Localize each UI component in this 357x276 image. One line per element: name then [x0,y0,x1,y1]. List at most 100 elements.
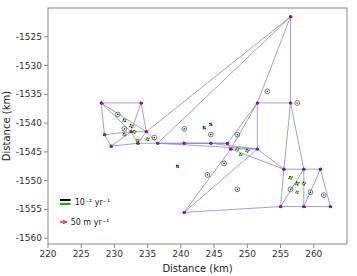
circled-node-dot [266,91,268,93]
strain-green [122,119,126,121]
y-tick [44,151,48,152]
x-tick-label: 245 [206,249,223,259]
y-tick-label: -1560 [16,233,42,243]
edge [101,102,141,103]
y-tick [44,65,48,66]
legend-label: 50 m yr⁻¹ [71,218,110,227]
legend-strain-black [60,199,71,201]
strain-black [137,139,139,142]
y-tick-label: -1535 [16,89,42,99]
strain-center [240,154,242,156]
edge [291,103,304,169]
circled-node [208,132,213,137]
strain-green [123,134,127,136]
velocity-arrow [101,102,103,104]
edge [304,206,331,207]
strain-crosses [122,119,306,194]
node [319,168,322,171]
edge [146,17,290,132]
strain-green [302,183,306,184]
edge [284,103,291,169]
x-tick-label: 260 [305,249,322,259]
edge [138,143,158,144]
circled-node-dot [124,128,126,130]
circled-node [265,89,270,94]
node [156,142,159,145]
strain-cross [245,149,250,153]
strain-black [130,124,131,128]
node [279,205,282,208]
edge [281,169,284,206]
edge [304,169,321,170]
velocity-arrow [184,143,186,145]
edge [257,149,284,169]
y-tick [44,123,48,124]
x-tick-label: 235 [139,249,156,259]
circled-node [115,112,120,117]
edge [227,103,257,143]
circled-node-ring [222,161,227,166]
y-tick [44,36,48,37]
velocity-arrow [291,16,293,17]
x-tick [313,244,314,248]
strain-green [245,150,250,151]
strain-center [147,138,149,140]
x-tick [81,244,82,248]
circled-node-dot [154,137,156,139]
strain-black [124,133,126,136]
strain-green [209,123,212,126]
legend-velocity-arrow [60,221,67,222]
velocity-arrow [257,102,259,104]
velocity-arrow [281,206,283,208]
strain-black [296,191,298,194]
circled-node-ring [308,190,313,195]
edge [146,132,157,144]
node [226,142,229,145]
x-tick-label: 255 [272,249,289,259]
velocity-arrow [304,206,306,208]
velocity-arrow [111,146,113,147]
y-tick [44,180,48,181]
node [329,205,332,208]
y-tick [44,209,48,210]
strain-cross [288,176,293,179]
strain-black [303,182,305,186]
edge [211,143,258,149]
circled-node-dot [237,134,239,136]
strain-cross [203,126,206,129]
strain-green [235,148,239,150]
strain-cross [209,123,212,126]
strain-black [237,148,238,151]
circled-node-dot [210,134,212,136]
y-tick [44,94,48,95]
velocity-arrow [304,169,306,171]
circled-node-ring [122,126,127,131]
plot-area [100,15,332,214]
x-tick-label: 220 [39,249,56,259]
strain-cross [136,139,139,142]
strain-black [209,123,212,125]
node [282,168,285,171]
circled-node-dot [183,128,185,130]
y-tick-label: -1540 [16,118,42,128]
circled-node-ring [288,187,293,192]
edge [290,17,291,103]
edge [303,169,304,206]
strain-cross [239,153,242,156]
velocity-arrow [330,206,331,207]
node [183,211,186,214]
circled-node-ring [235,187,240,192]
circled-node-ring [208,132,213,137]
circled-node-dot [223,163,225,165]
legend-label: 10⁻² yr⁻¹ [75,198,111,207]
circled-node-dot [296,102,298,104]
strain-cross [123,133,127,136]
y-tick-label: -1545 [16,147,42,157]
strain-center [124,119,126,121]
strain-cross [302,182,306,186]
edge [231,149,284,169]
y-tick-label: -1555 [16,204,42,214]
y-tick-label: -1525 [16,32,42,42]
velocity-arrow [104,134,106,136]
y-tick-label: -1530 [16,61,42,71]
